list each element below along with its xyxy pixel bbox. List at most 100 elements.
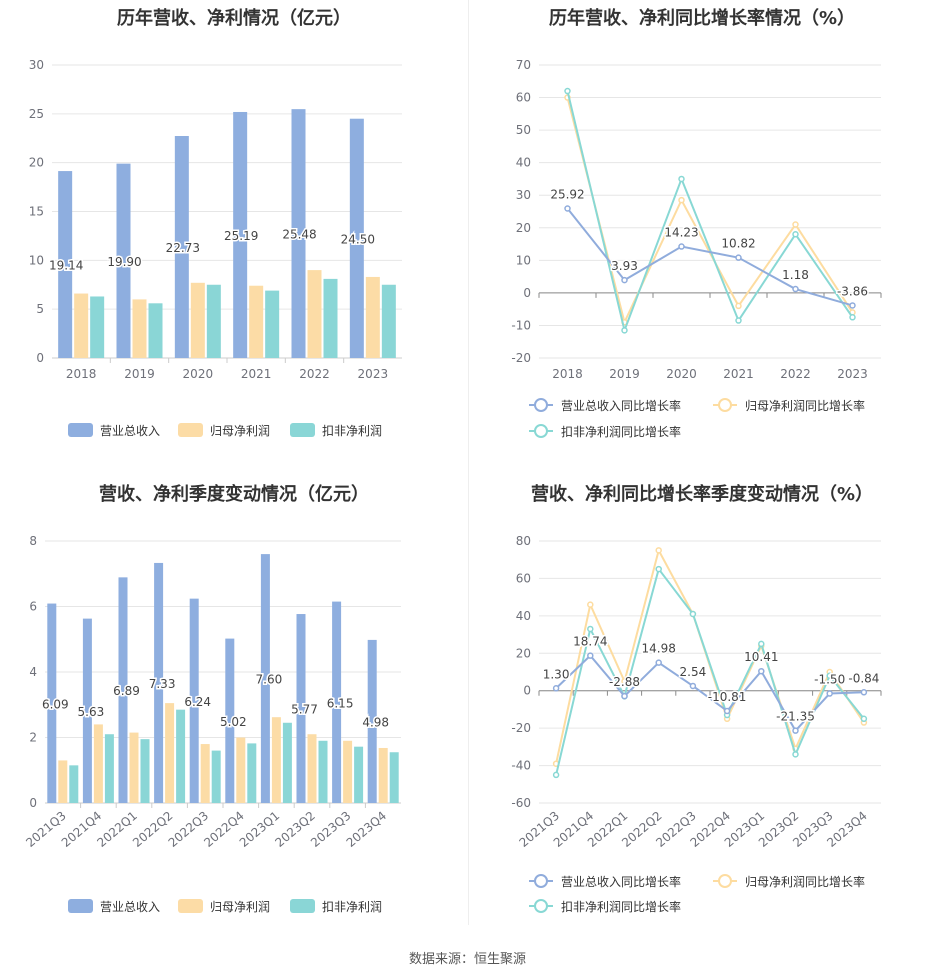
x-tick-label: 2019 bbox=[124, 367, 155, 381]
legend-swatch-2 bbox=[178, 899, 203, 913]
series-point-1 bbox=[735, 254, 742, 261]
series-point-1 bbox=[564, 205, 571, 212]
bar-3 bbox=[176, 709, 186, 803]
bar-3 bbox=[206, 284, 221, 358]
y-tick-label: 20 bbox=[516, 221, 531, 235]
series-point-1 bbox=[849, 302, 856, 309]
bar-3 bbox=[323, 278, 338, 358]
x-tick-label: 2018 bbox=[552, 367, 583, 381]
bar-3 bbox=[90, 296, 105, 358]
data-label: 4.98 bbox=[362, 715, 389, 729]
quarterly-revenue-profit-panel: 营收、净利季度变动情况（亿元） 0 2 4 6 8 2021Q3 2021Q4 2022Q1 2… bbox=[0, 466, 468, 931]
legend-label-3: 扣非净利润 bbox=[322, 424, 382, 438]
bar-3 bbox=[140, 739, 150, 803]
series-point-1 bbox=[621, 692, 628, 700]
data-label: 10.41 bbox=[744, 650, 778, 664]
legend-marker-1 bbox=[534, 398, 548, 412]
data-label: 1.18 bbox=[782, 268, 809, 282]
data-label: 1.30 bbox=[543, 667, 570, 681]
y-tick-label: 2 bbox=[29, 731, 37, 745]
bar-2 bbox=[249, 285, 264, 358]
series-point-3 bbox=[826, 672, 833, 679]
y-tick-label: 0 bbox=[523, 684, 531, 698]
y-tick-label: -40 bbox=[511, 759, 531, 773]
quarterly-bar-chart: 024682021Q32021Q42022Q12022Q22022Q32022Q… bbox=[23, 534, 401, 914]
legend-label-1: 营业总收入 bbox=[100, 424, 160, 438]
y-tick-label: 30 bbox=[516, 188, 531, 202]
quarterly-line-title: 营收、净利同比增长率季度变动情况（%） bbox=[530, 484, 874, 505]
x-tick-label: 2022 bbox=[299, 367, 330, 381]
series-point-2 bbox=[678, 196, 685, 204]
bar-2 bbox=[271, 717, 281, 803]
bar-3 bbox=[104, 734, 114, 803]
data-label: 25.19 bbox=[224, 229, 258, 243]
bar-3 bbox=[211, 750, 221, 803]
bar-1 bbox=[189, 598, 199, 803]
quarterly-bar-title: 营收、净利季度变动情况（亿元） bbox=[99, 484, 369, 505]
bar-2 bbox=[343, 740, 353, 803]
bar-1 bbox=[260, 554, 270, 803]
y-tick-label: 0 bbox=[29, 796, 37, 810]
data-label: 6.89 bbox=[113, 684, 140, 698]
series-point-3 bbox=[758, 640, 765, 648]
series-point-1 bbox=[723, 707, 731, 715]
legend-swatch-3 bbox=[290, 423, 315, 437]
bar-2 bbox=[58, 760, 68, 803]
y-tick-label: 10 bbox=[29, 253, 44, 267]
bar-3 bbox=[389, 752, 399, 803]
x-tick-label: 2021 bbox=[241, 367, 272, 381]
legend-swatch-3 bbox=[290, 899, 315, 913]
series-point-2 bbox=[655, 547, 662, 554]
bar-1 bbox=[367, 639, 377, 803]
legend-swatch-1 bbox=[68, 423, 93, 437]
data-label: 18.74 bbox=[573, 635, 607, 649]
data-label: 14.98 bbox=[642, 642, 676, 656]
legend-swatch-2 bbox=[178, 423, 203, 437]
series-point-1 bbox=[860, 689, 868, 696]
series-point-3 bbox=[655, 565, 662, 573]
y-tick-label: 25 bbox=[29, 107, 44, 121]
series-point-1 bbox=[826, 690, 833, 697]
y-tick-label: 40 bbox=[516, 609, 531, 623]
y-tick-label: 10 bbox=[516, 253, 531, 267]
x-tick-label: 2023 bbox=[837, 367, 868, 381]
bar-2 bbox=[236, 737, 246, 803]
quarterly-line-chart: -60-40-200204060802021Q32021Q42022Q12022… bbox=[511, 534, 882, 914]
series-point-3 bbox=[860, 715, 868, 723]
annual-bar-chart: 0 5 10 15 20 25 30 2018 2019 2020 2021 2022 2023 19.1… bbox=[29, 58, 402, 438]
bar-3 bbox=[247, 743, 257, 803]
series-point-1 bbox=[678, 243, 685, 250]
bar-3 bbox=[265, 290, 280, 358]
y-tick-label: 6 bbox=[29, 600, 37, 614]
data-label: 25.92 bbox=[550, 188, 584, 202]
bar-3 bbox=[282, 722, 292, 803]
bar-1 bbox=[291, 109, 306, 359]
x-tick-label: 2023Q4 bbox=[344, 809, 389, 850]
y-tick-label: 50 bbox=[516, 123, 531, 137]
bar-3 bbox=[354, 746, 364, 803]
series-point-1 bbox=[552, 685, 560, 692]
data-label: -3.86 bbox=[837, 284, 868, 298]
y-tick-label: 5 bbox=[36, 302, 44, 316]
data-label: 24.50 bbox=[341, 232, 375, 246]
series-point-3 bbox=[849, 314, 856, 321]
legend-label-3: 扣非净利润同比增长率 bbox=[561, 899, 681, 914]
data-label: 7.60 bbox=[256, 673, 283, 687]
data-label: 22.73 bbox=[166, 241, 200, 255]
data-label: 25.48 bbox=[282, 228, 316, 242]
bar-1 bbox=[225, 638, 235, 803]
data-label: -10.81 bbox=[708, 690, 747, 704]
data-label: 14.23 bbox=[664, 226, 698, 240]
legend-label-2: 归母净利润同比增长率 bbox=[745, 398, 865, 413]
bar-1 bbox=[349, 118, 364, 358]
series-point-3 bbox=[792, 751, 799, 758]
y-tick-label: 15 bbox=[29, 205, 44, 219]
bar-2 bbox=[93, 724, 103, 803]
data-label: 10.82 bbox=[721, 237, 755, 251]
legend-marker-2 bbox=[718, 874, 732, 888]
y-tick-label: 20 bbox=[29, 156, 44, 170]
legend-label-3: 扣非净利润 bbox=[322, 900, 382, 914]
series-point-2 bbox=[792, 221, 799, 228]
data-label: 7.33 bbox=[149, 677, 176, 691]
series-point-1 bbox=[792, 285, 799, 293]
